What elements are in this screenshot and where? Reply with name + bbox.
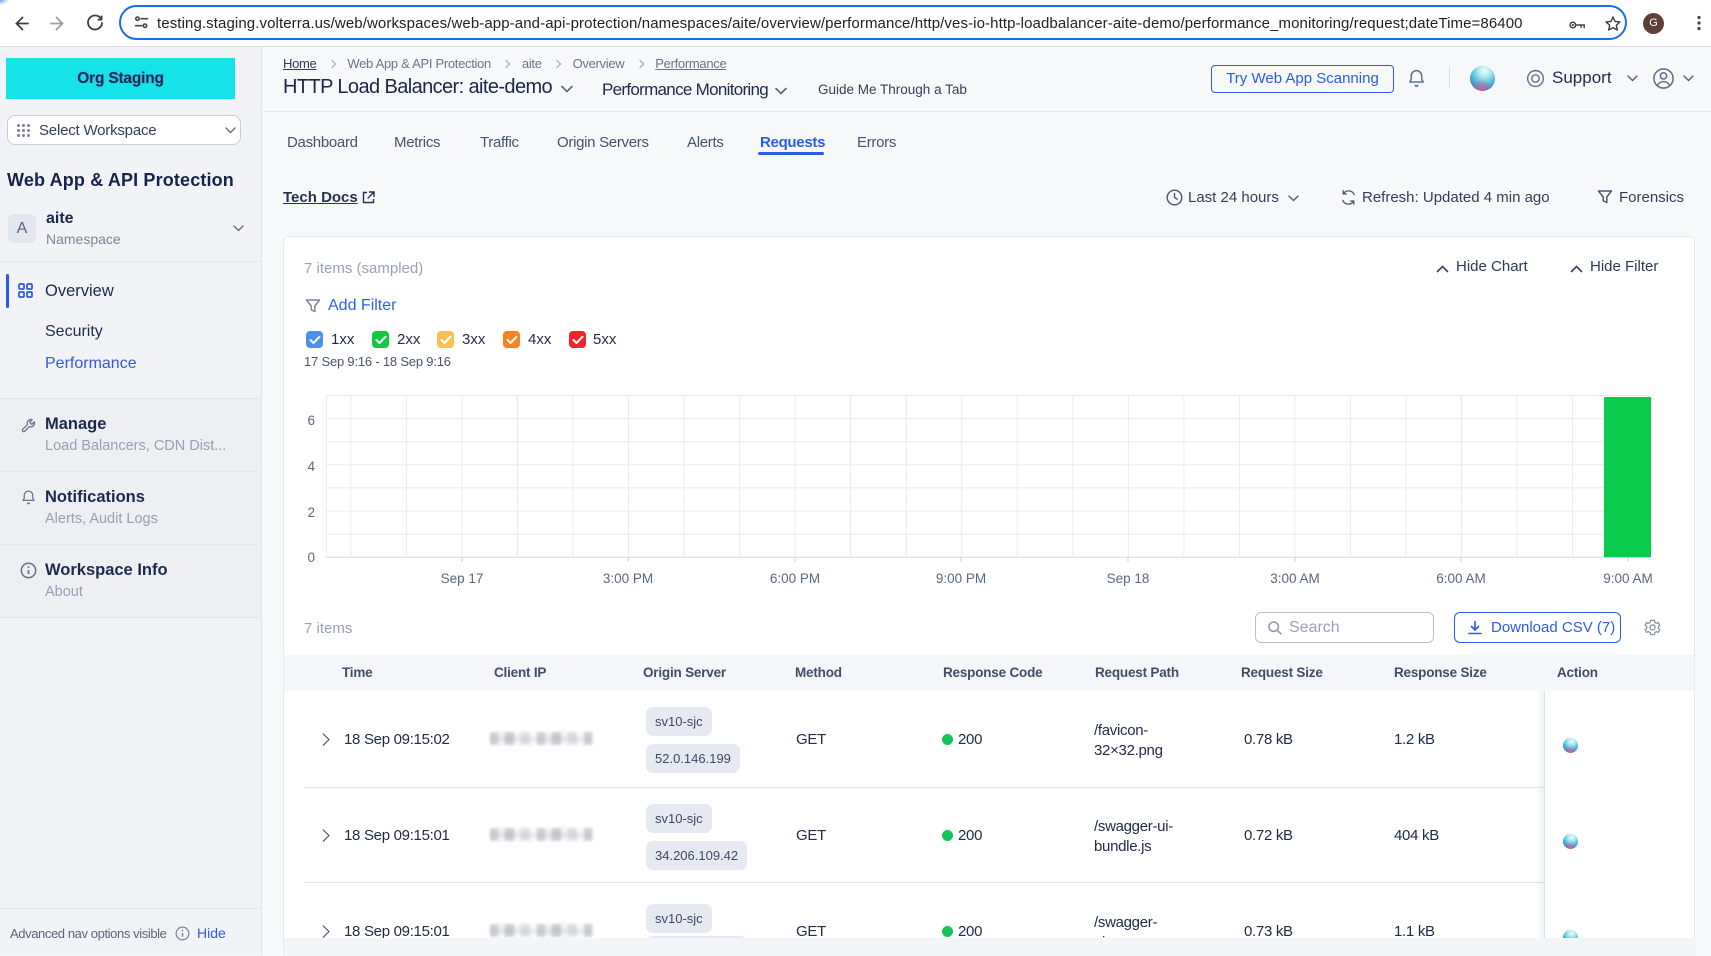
- svg-text:6:00 AM: 6:00 AM: [1436, 571, 1486, 586]
- svg-text:3:00 PM: 3:00 PM: [603, 571, 653, 586]
- svg-text:6: 6: [307, 413, 315, 428]
- svg-text:Sep 17: Sep 17: [441, 571, 484, 586]
- svg-text:4: 4: [307, 459, 315, 474]
- svg-text:6:00 PM: 6:00 PM: [770, 571, 820, 586]
- svg-text:2: 2: [307, 505, 315, 520]
- svg-text:9:00 PM: 9:00 PM: [936, 571, 986, 586]
- svg-text:9:00 AM: 9:00 AM: [1603, 571, 1653, 586]
- svg-text:3:00 AM: 3:00 AM: [1270, 571, 1320, 586]
- svg-text:Sep 18: Sep 18: [1107, 571, 1150, 586]
- svg-text:0: 0: [307, 550, 315, 565]
